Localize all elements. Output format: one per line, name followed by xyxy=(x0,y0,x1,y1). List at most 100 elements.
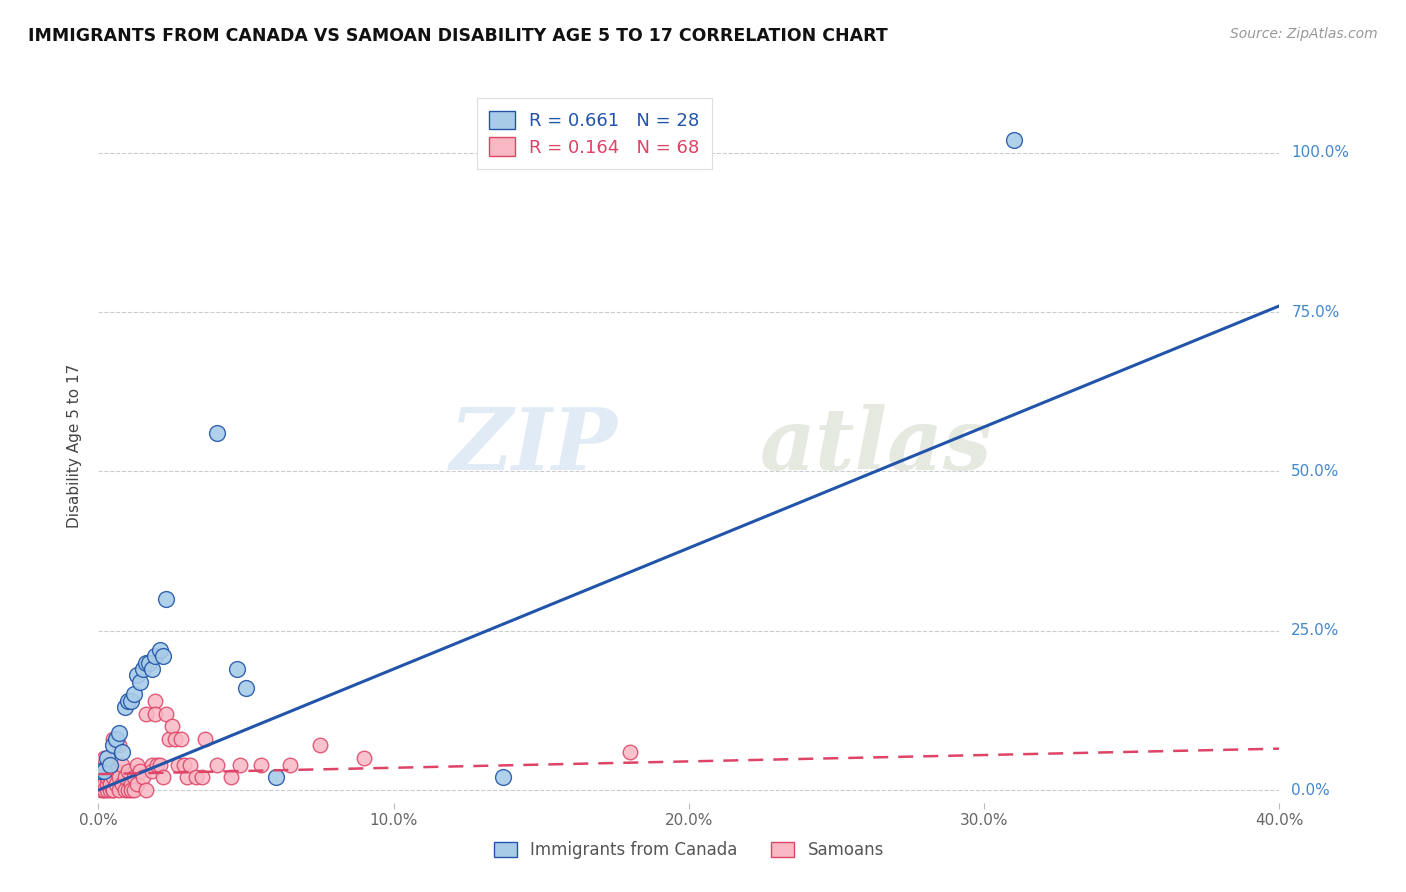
Point xyxy=(219,770,242,784)
Point xyxy=(103,783,125,797)
Point xyxy=(143,649,166,664)
Point xyxy=(111,745,134,759)
Point xyxy=(619,745,641,759)
Point xyxy=(103,739,125,753)
Point xyxy=(122,770,145,784)
Point xyxy=(138,656,160,670)
Point xyxy=(105,732,128,747)
Point xyxy=(105,764,128,778)
Text: atlas: atlas xyxy=(759,404,993,488)
Point xyxy=(111,777,134,791)
Text: 75.0%: 75.0% xyxy=(1291,305,1340,319)
Point xyxy=(122,783,145,797)
Point xyxy=(120,694,142,708)
Point xyxy=(132,662,155,676)
Point xyxy=(93,764,115,778)
Point xyxy=(149,757,172,772)
Point xyxy=(226,662,249,676)
Point xyxy=(128,674,150,689)
Point xyxy=(132,770,155,784)
Point xyxy=(93,764,115,778)
Point xyxy=(90,783,112,797)
Point xyxy=(143,706,166,721)
Point xyxy=(114,770,136,784)
Point xyxy=(135,706,157,721)
Point xyxy=(103,732,125,747)
Point xyxy=(125,777,148,791)
Point xyxy=(98,770,121,784)
Point xyxy=(128,764,150,778)
Point xyxy=(141,764,163,778)
Point xyxy=(93,783,115,797)
Y-axis label: Disability Age 5 to 17: Disability Age 5 to 17 xyxy=(67,364,83,528)
Point xyxy=(167,757,190,772)
Point xyxy=(105,777,128,791)
Text: ZIP: ZIP xyxy=(450,404,619,488)
Point xyxy=(98,757,121,772)
Point xyxy=(96,777,118,791)
Point xyxy=(98,777,121,791)
Point xyxy=(143,694,166,708)
Point xyxy=(309,739,332,753)
Point xyxy=(90,770,112,784)
Point xyxy=(90,777,112,791)
Text: IMMIGRANTS FROM CANADA VS SAMOAN DISABILITY AGE 5 TO 17 CORRELATION CHART: IMMIGRANTS FROM CANADA VS SAMOAN DISABIL… xyxy=(28,27,887,45)
Point xyxy=(96,751,118,765)
Point xyxy=(108,783,131,797)
Point xyxy=(157,732,180,747)
Point xyxy=(191,770,214,784)
Text: 0.0%: 0.0% xyxy=(1291,782,1330,797)
Point xyxy=(117,764,139,778)
Point xyxy=(114,783,136,797)
Point xyxy=(98,783,121,797)
Point xyxy=(1002,133,1025,147)
Point xyxy=(108,739,131,753)
Point xyxy=(135,656,157,670)
Point xyxy=(108,725,131,739)
Point xyxy=(264,770,287,784)
Point xyxy=(96,783,118,797)
Point xyxy=(492,770,515,784)
Point xyxy=(162,719,183,733)
Point xyxy=(141,757,163,772)
Text: 100.0%: 100.0% xyxy=(1291,145,1350,161)
Point xyxy=(120,783,142,797)
Point xyxy=(93,783,115,797)
Point xyxy=(103,783,125,797)
Point xyxy=(96,757,118,772)
Point xyxy=(205,426,228,441)
Text: Source: ZipAtlas.com: Source: ZipAtlas.com xyxy=(1230,27,1378,41)
Point xyxy=(108,770,131,784)
Point xyxy=(152,770,174,784)
Point xyxy=(165,732,187,747)
Text: 50.0%: 50.0% xyxy=(1291,464,1340,479)
Point xyxy=(120,777,142,791)
Point xyxy=(135,783,157,797)
Point xyxy=(179,757,201,772)
Point xyxy=(117,783,139,797)
Point xyxy=(250,757,273,772)
Point xyxy=(117,694,139,708)
Point xyxy=(146,757,169,772)
Point xyxy=(184,770,207,784)
Text: 25.0%: 25.0% xyxy=(1291,624,1340,639)
Point xyxy=(353,751,375,765)
Point xyxy=(155,706,177,721)
Point xyxy=(96,770,118,784)
Point xyxy=(141,662,163,676)
Point xyxy=(93,751,115,765)
Point xyxy=(122,688,145,702)
Point xyxy=(149,643,172,657)
Point xyxy=(170,732,193,747)
Legend: Immigrants from Canada, Samoans: Immigrants from Canada, Samoans xyxy=(486,835,891,866)
Point xyxy=(205,757,228,772)
Point xyxy=(278,757,302,772)
Point xyxy=(114,700,136,714)
Point xyxy=(111,757,134,772)
Point xyxy=(229,757,252,772)
Point xyxy=(90,757,112,772)
Point xyxy=(152,649,174,664)
Point xyxy=(173,757,195,772)
Point xyxy=(125,668,148,682)
Point xyxy=(176,770,198,784)
